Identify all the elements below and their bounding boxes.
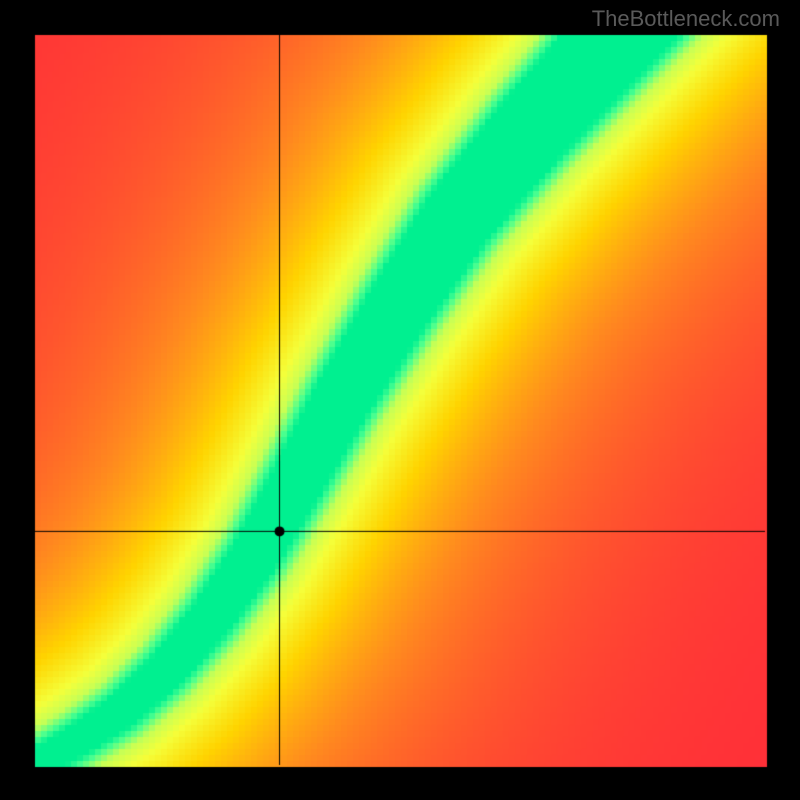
- heatmap-canvas: [0, 0, 800, 800]
- watermark-text: TheBottleneck.com: [592, 6, 780, 32]
- chart-container: TheBottleneck.com: [0, 0, 800, 800]
